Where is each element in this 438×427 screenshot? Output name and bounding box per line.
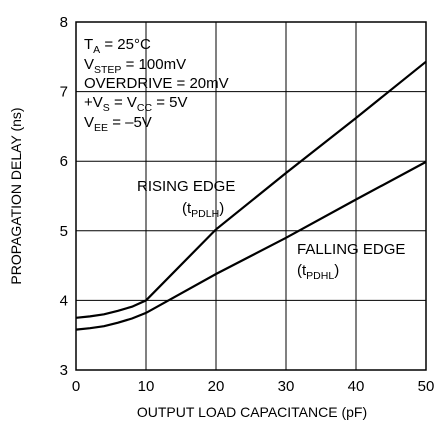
condition-overdrive: OVERDRIVE = 20mV: [84, 75, 229, 92]
x-tick-label: 0: [72, 378, 80, 395]
y-tick-label: 7: [60, 84, 68, 101]
condition-ta: TA = 25°C: [84, 36, 151, 56]
y-tick-label: 6: [60, 153, 68, 170]
condition-vee: VEE = –5V: [84, 114, 152, 134]
y-tick-label: 3: [60, 362, 68, 379]
condition-supply: +VS = VCC = 5V: [84, 94, 188, 114]
y-tick-label: 4: [60, 292, 68, 309]
x-tick-label: 50: [418, 378, 435, 395]
x-axis-title: OUTPUT LOAD CAPACITANCE (pF): [137, 404, 367, 420]
falling-edge-label: FALLING EDGE: [297, 241, 405, 258]
falling-edge-symbol: (tPDHL): [297, 262, 339, 282]
x-tick-label: 30: [278, 378, 295, 395]
conditions-block: TA = 25°C VSTEP = 100mV OVERDRIVE = 20mV…: [84, 36, 229, 134]
y-axis-title: PROPAGATION DELAY (ns): [8, 107, 24, 284]
x-tick-label: 20: [208, 378, 225, 395]
y-tick-labels: 3 4 5 6 7 8: [60, 14, 68, 379]
condition-vstep: VSTEP = 100mV: [84, 56, 186, 76]
rising-edge-symbol: (tPDLH): [182, 200, 224, 220]
rising-edge-label: RISING EDGE: [137, 178, 235, 195]
x-tick-labels: 0 10 20 30 40 50: [72, 378, 435, 395]
x-tick-label: 10: [138, 378, 155, 395]
x-tick-label: 40: [348, 378, 365, 395]
y-tick-label: 5: [60, 223, 68, 240]
y-tick-label: 8: [60, 14, 68, 31]
